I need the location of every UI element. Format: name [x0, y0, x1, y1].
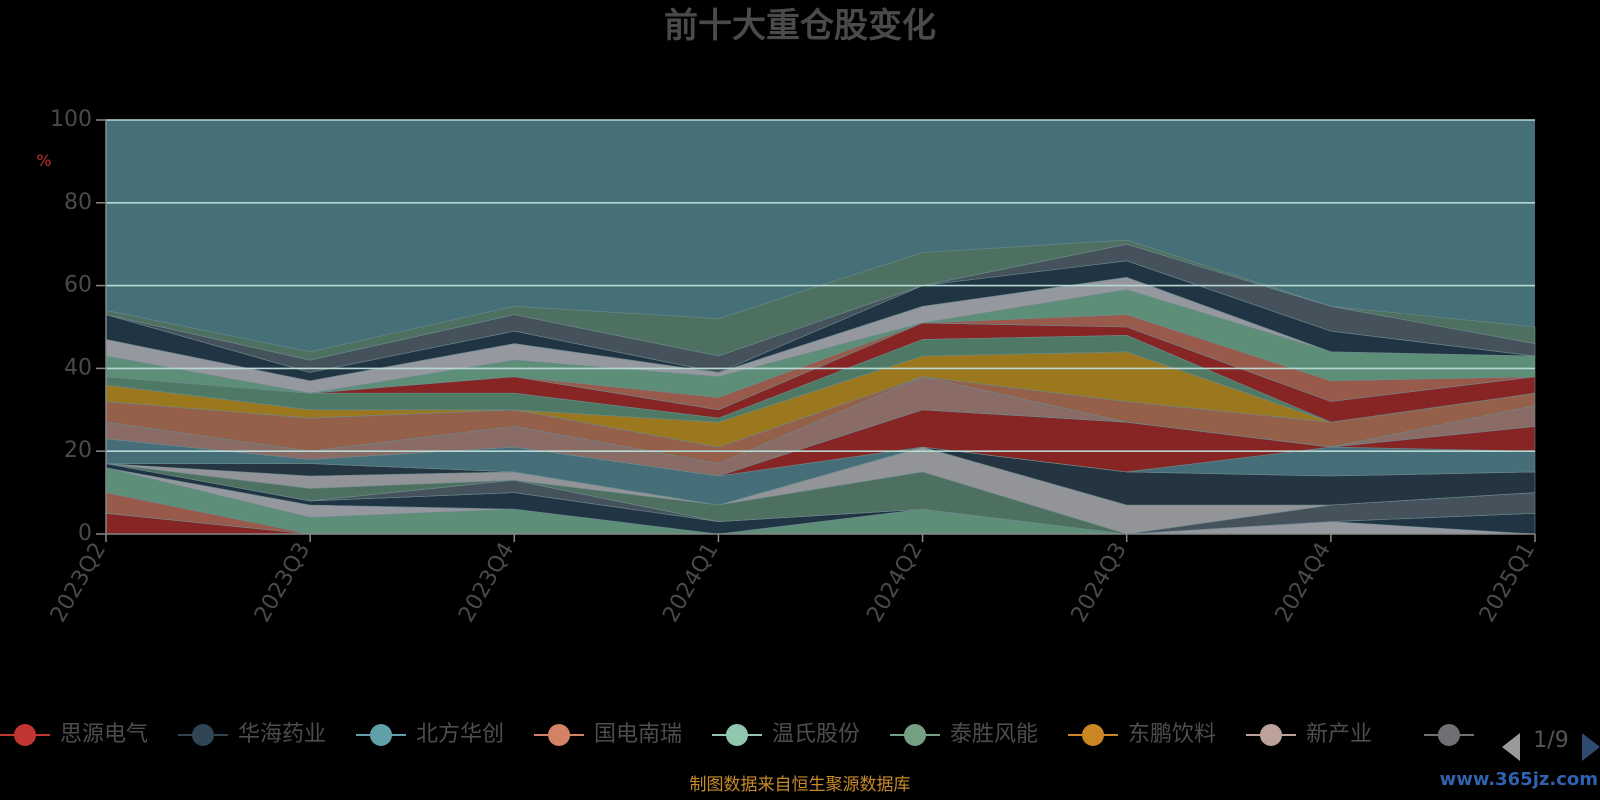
legend-item[interactable]: 新产业	[1246, 722, 1372, 747]
legend-marker	[192, 724, 214, 746]
legend-marker	[726, 724, 748, 746]
legend-label: 北方华创	[416, 722, 504, 747]
legend-marker	[548, 724, 570, 746]
legend-item[interactable]: 东鹏饮料	[1068, 722, 1216, 747]
legend-item[interactable]: 恒生	[1424, 722, 1528, 747]
legend-label: 华海药业	[238, 722, 326, 747]
x-tick-label: 2024Q3	[1067, 539, 1132, 627]
y-axis-unit-label: %	[36, 151, 51, 170]
y-tick-label: 60	[64, 273, 92, 298]
legend-label: 温氏股份	[772, 722, 860, 747]
legend-marker	[1082, 724, 1104, 746]
x-tick-label: 2023Q3	[250, 539, 315, 627]
legend-items: 思源电气 华海药业 北方华创 国电南瑞 温氏股份 泰胜风能 东鹏饮料 新产业 恒生	[0, 722, 1528, 747]
legend-label: 思源电气	[60, 722, 148, 747]
legend-label: 国电南瑞	[594, 722, 682, 747]
x-tick-label: 2023Q2	[46, 539, 111, 627]
y-axis: 0 20 40 60 80 100	[50, 107, 107, 546]
legend-prev-icon[interactable]	[1502, 733, 1520, 761]
legend-pager: 1/9	[1502, 728, 1600, 761]
chart-title: 前十大重仓股变化	[664, 6, 936, 46]
legend: 思源电气 华海药业 北方华创 国电南瑞 温氏股份 泰胜风能 东鹏饮料 新产业 恒生	[0, 722, 1528, 747]
legend-label: 东鹏饮料	[1128, 722, 1216, 747]
legend-next-icon[interactable]	[1582, 733, 1600, 761]
legend-item[interactable]: 国电南瑞	[534, 722, 682, 747]
legend-label: 恒生	[1484, 722, 1528, 747]
x-axis: 2023Q2 2023Q3 2023Q4 2024Q1 2024Q2 2024Q3 2024…	[46, 533, 1540, 627]
y-tick-label: 40	[64, 355, 92, 380]
legend-page-indicator: 1/9	[1533, 728, 1568, 753]
x-tick-label: 2023Q4	[454, 539, 519, 627]
legend-marker	[1438, 724, 1460, 746]
legend-label: 新产业	[1306, 722, 1372, 747]
y-tick-label: 100	[50, 107, 92, 132]
y-tick-label: 80	[64, 190, 92, 215]
legend-item[interactable]: 泰胜风能	[890, 722, 1038, 747]
legend-marker	[370, 724, 392, 746]
legend-marker	[904, 724, 926, 746]
data-source-note: 制图数据来自恒生聚源数据库	[690, 775, 911, 795]
x-tick-label: 2024Q1	[658, 539, 723, 627]
area-layer-22	[105, 239, 1536, 361]
x-tick-label: 2024Q2	[862, 539, 927, 627]
x-tick-label: 2024Q4	[1271, 539, 1336, 627]
watermark: www.365jz.com	[1440, 769, 1598, 790]
legend-item[interactable]: 温氏股份	[712, 722, 860, 747]
area-layers	[105, 239, 1536, 535]
legend-item[interactable]: 华海药业	[178, 722, 326, 747]
legend-marker	[1260, 724, 1282, 746]
legend-marker	[14, 724, 36, 746]
y-tick-label: 20	[64, 438, 92, 463]
legend-item[interactable]: 北方华创	[356, 722, 504, 747]
legend-label: 泰胜风能	[950, 722, 1038, 747]
legend-item[interactable]: 思源电气	[0, 722, 148, 747]
grid-lines	[106, 119, 1535, 453]
y-tick-label: 0	[78, 521, 92, 546]
x-tick-label: 2025Q1	[1475, 539, 1540, 627]
